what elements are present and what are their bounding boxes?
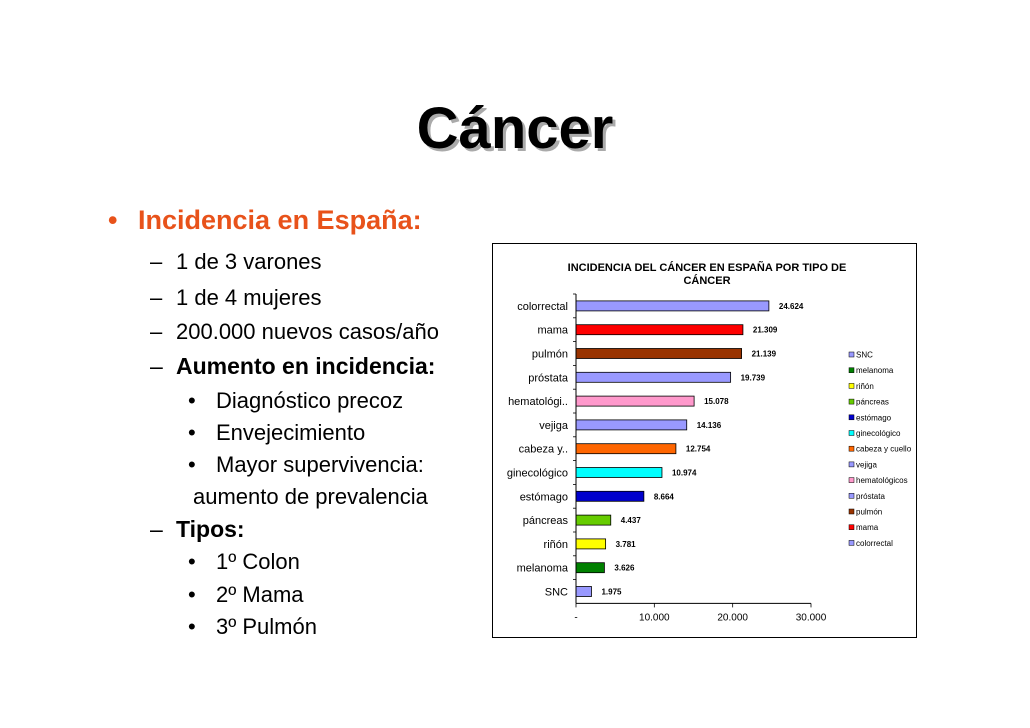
list-subitem-supervivencia: • Mayor supervivencia: <box>188 452 424 477</box>
category-label: pulmón <box>532 349 568 361</box>
bar-1 <box>575 324 744 336</box>
value-label: 8.664 <box>654 492 675 501</box>
value-label: 1.975 <box>601 588 622 597</box>
chart-legend-box <box>843 343 917 553</box>
legend-swatch <box>848 540 855 546</box>
legend-label: pulmón <box>856 508 882 517</box>
legend-swatch <box>848 508 855 515</box>
list-item-aumento: – Aumento en incidencia: <box>150 353 436 379</box>
value-label: 21.139 <box>752 350 777 359</box>
heading-label: Incidencia en España: <box>138 205 422 235</box>
incidence-chart-svg: INCIDENCIA DEL CÁNCER EN ESPAÑA POR TIPO… <box>507 261 917 623</box>
list-subitem-colon: • 1º Colon <box>188 549 300 574</box>
bar-7 <box>575 467 663 478</box>
bar-10 <box>575 538 607 550</box>
legend-label: próstata <box>856 492 885 501</box>
legend-label: estómago <box>856 413 892 422</box>
legend-label: riñón <box>856 382 874 391</box>
value-label: 14.136 <box>697 421 722 430</box>
list-item-tipos: – Tipos: <box>150 516 245 542</box>
chart-title-line2: CÁNCER <box>683 274 730 287</box>
bar-3 <box>575 371 732 383</box>
category-label: hematológi.. <box>508 396 568 408</box>
bar-4 <box>575 395 695 407</box>
list-subitem-diagnostico: • Diagnóstico precoz <box>188 388 404 413</box>
value-label: 10.974 <box>672 469 697 478</box>
value-label: 3.781 <box>616 540 637 549</box>
value-label: 15.078 <box>704 397 729 406</box>
legend-swatch <box>848 351 855 358</box>
chart-title-line1: INCIDENCIA DEL CÁNCER EN ESPAÑA POR TIPO… <box>568 261 847 274</box>
category-label: SNC <box>545 587 568 599</box>
category-label: cabeza y.. <box>519 444 568 456</box>
legend-swatch <box>848 398 855 405</box>
heading-incidencia: • Incidencia en España: <box>108 205 422 236</box>
x-tick-label: 10.000 <box>639 612 670 623</box>
category-label: estómago <box>520 491 568 503</box>
list-item-varones: –1 de 3 varones <box>150 249 322 274</box>
legend-label: hematológicos <box>856 476 908 485</box>
legend-swatch <box>848 383 855 389</box>
value-label: 4.437 <box>621 516 642 525</box>
incidence-chart: INCIDENCIA DEL CÁNCER EN ESPAÑA POR TIPO… <box>492 243 917 638</box>
list-subitem-pulmon: • 3º Pulmón <box>188 614 317 639</box>
bar-12 <box>575 586 592 597</box>
value-label: 24.624 <box>779 302 804 311</box>
legend-label: vejiga <box>856 460 877 469</box>
bar-11 <box>575 562 605 574</box>
legend-swatch <box>848 367 855 373</box>
list-subitem-envejecimiento: • Envejecimiento <box>188 420 366 445</box>
category-label: melanoma <box>517 563 569 575</box>
category-label: colorrectal <box>517 301 568 313</box>
value-label: 3.626 <box>614 564 635 573</box>
category-label: vejiga <box>539 420 569 432</box>
value-label: 21.309 <box>753 326 778 335</box>
list-subitem-mama: • 2º Mama <box>188 582 304 607</box>
legend-swatch <box>848 477 855 483</box>
category-label: ginecológico <box>507 468 568 480</box>
legend-label: cabeza y cuello <box>856 445 912 454</box>
bar-2 <box>575 348 742 359</box>
slide-title: Cáncer <box>416 96 614 161</box>
bar-6 <box>575 443 677 455</box>
legend-label: colorrectal <box>856 539 893 548</box>
bar-9 <box>575 514 612 526</box>
legend-swatch <box>848 414 855 421</box>
category-label: próstata <box>528 372 569 384</box>
bar-0 <box>575 300 770 312</box>
x-tick-label: 20.000 <box>717 612 748 623</box>
bar-8 <box>575 490 645 502</box>
legend-label: páncreas <box>856 398 889 407</box>
x-tick-label: 30.000 <box>796 612 827 623</box>
x-tick-label: - <box>574 612 577 623</box>
value-label: 19.739 <box>741 373 766 382</box>
list-item-mujeres: –1 de 4 mujeres <box>150 285 322 310</box>
legend-label: ginecológico <box>856 429 901 438</box>
list-item-casos: –200.000 nuevos casos/año <box>150 319 439 344</box>
legend-label: melanoma <box>856 366 894 375</box>
legend-swatch <box>848 430 855 436</box>
legend-swatch <box>848 461 855 468</box>
category-label: riñón <box>544 539 568 551</box>
value-label: 12.754 <box>686 445 711 454</box>
bar-5 <box>575 419 688 431</box>
category-label: páncreas <box>523 515 569 527</box>
legend-swatch <box>848 445 855 452</box>
legend-swatch <box>848 524 855 530</box>
legend-label: mama <box>856 523 879 532</box>
legend-label: SNC <box>856 351 873 360</box>
list-subitem-prevalencia: aumento de prevalencia <box>193 484 428 509</box>
category-label: mama <box>537 325 568 337</box>
bullet-dot: • <box>108 205 118 235</box>
legend-swatch <box>848 493 855 499</box>
